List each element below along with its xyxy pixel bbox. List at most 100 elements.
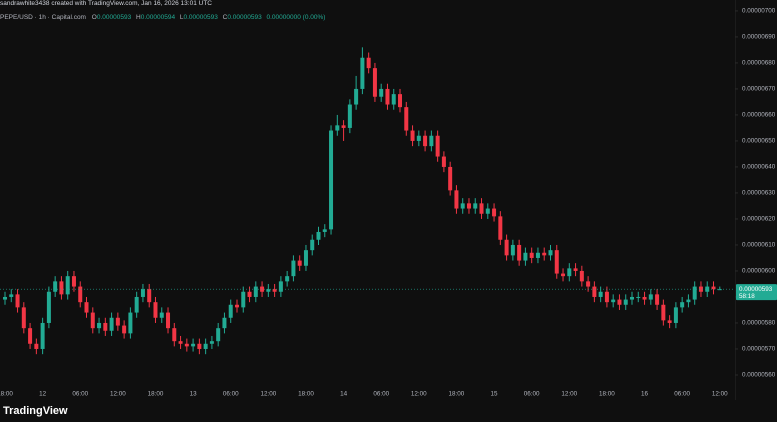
candle-body	[278, 281, 283, 292]
candle-body	[598, 291, 603, 297]
ohlc-value: 0.00000594	[140, 14, 176, 21]
candle-body	[404, 107, 409, 131]
y-tick-label: 0.00000630	[742, 190, 776, 197]
candle-body	[504, 239, 509, 256]
candle-body	[15, 294, 20, 308]
last-price-label: 0.00000593	[739, 286, 773, 293]
candle-body	[604, 291, 609, 303]
candle-body	[241, 291, 246, 308]
candle-body	[416, 135, 421, 141]
y-tick-label: 0.00000670	[742, 86, 776, 93]
candle-body	[297, 260, 302, 266]
candle-body	[341, 125, 346, 128]
candle-body	[316, 231, 321, 240]
x-tick-label: 18:00	[298, 391, 314, 398]
change: 0.00000000 (0.00%)	[266, 14, 326, 21]
candle-body	[178, 341, 183, 344]
y-tick-label: 0.00000640	[742, 164, 776, 171]
candle-body	[379, 88, 384, 97]
candle-body	[46, 291, 51, 323]
x-tick-label: 18:00	[599, 391, 615, 398]
candle-body	[485, 208, 490, 214]
candle-body	[159, 312, 164, 318]
candle-body	[441, 156, 446, 167]
y-tick-label: 0.00000580	[742, 320, 776, 327]
candle-body	[59, 281, 64, 295]
ohlc-value: 0.00000593	[183, 14, 218, 21]
candle-body	[579, 270, 584, 282]
candle-body	[53, 281, 58, 292]
candle-body	[655, 294, 660, 305]
candle-body	[103, 322, 108, 331]
candle-body	[454, 190, 459, 209]
candle-body	[234, 304, 239, 308]
candle-body	[705, 286, 710, 292]
candle-body	[34, 343, 39, 349]
candle-body	[617, 299, 622, 305]
candle-body	[84, 302, 89, 313]
x-tick-label: 12	[39, 391, 47, 398]
candle-body	[711, 286, 716, 290]
candle-body	[535, 252, 540, 258]
ohlc-label: C	[222, 14, 228, 21]
candle-body	[203, 343, 208, 349]
candle-body	[391, 94, 396, 105]
candle-body	[134, 296, 139, 313]
candle-body	[291, 260, 296, 277]
candle-body	[529, 252, 534, 258]
candle-body	[410, 130, 415, 141]
candle-body	[479, 203, 484, 214]
candle-body	[498, 216, 503, 240]
y-tick-label: 0.00000600	[742, 268, 776, 275]
candle-body	[692, 286, 697, 300]
candle-body	[97, 322, 102, 329]
candle-body	[586, 281, 591, 287]
candle-body	[573, 268, 578, 271]
candle-body	[266, 289, 271, 292]
candle-body	[554, 250, 559, 274]
countdown-label: 58:18	[739, 293, 755, 300]
candle-body	[542, 252, 547, 256]
x-tick-label: 12:00	[561, 391, 577, 398]
candle-body	[686, 299, 691, 303]
candle-body	[385, 88, 390, 105]
candle-body	[673, 307, 678, 323]
candle-body	[260, 286, 265, 292]
candle-body	[303, 250, 308, 266]
y-tick-label: 0.00000690	[742, 34, 776, 41]
candle-body	[21, 307, 26, 329]
x-tick-label: 12:00	[110, 391, 126, 398]
candle-body	[122, 325, 127, 334]
x-tick-label: 06:00	[524, 391, 540, 398]
y-tick-label: 0.00000610	[742, 242, 776, 249]
candle-body	[3, 296, 7, 300]
y-tick-label: 0.00000700	[742, 8, 776, 15]
candle-body	[698, 286, 703, 292]
ohlc-label: L	[179, 14, 184, 21]
candle-body	[523, 252, 528, 261]
candle-body	[347, 104, 352, 128]
candle-body	[680, 302, 685, 308]
x-tick-label: 12:00	[260, 391, 276, 398]
candle-body	[78, 286, 83, 303]
candle-body	[354, 88, 359, 105]
candle-body	[247, 291, 252, 297]
candle-body	[40, 322, 45, 349]
candle-body	[717, 289, 722, 291]
candle-body	[648, 294, 653, 300]
candle-body	[184, 343, 189, 347]
y-tick-label: 0.00000620	[742, 216, 776, 223]
candle-body	[429, 135, 434, 147]
x-tick-label: 12:00	[712, 391, 728, 398]
candle-body	[191, 343, 196, 347]
candle-body	[492, 208, 497, 217]
candle-body	[329, 130, 334, 230]
candle-body	[9, 294, 14, 297]
candle-body	[109, 317, 114, 331]
y-tick-label: 0.00000660	[742, 112, 776, 119]
ohlc-value: 0.00000593	[227, 14, 262, 21]
candle-body	[366, 57, 371, 69]
x-tick-label: 18:00	[148, 391, 164, 398]
